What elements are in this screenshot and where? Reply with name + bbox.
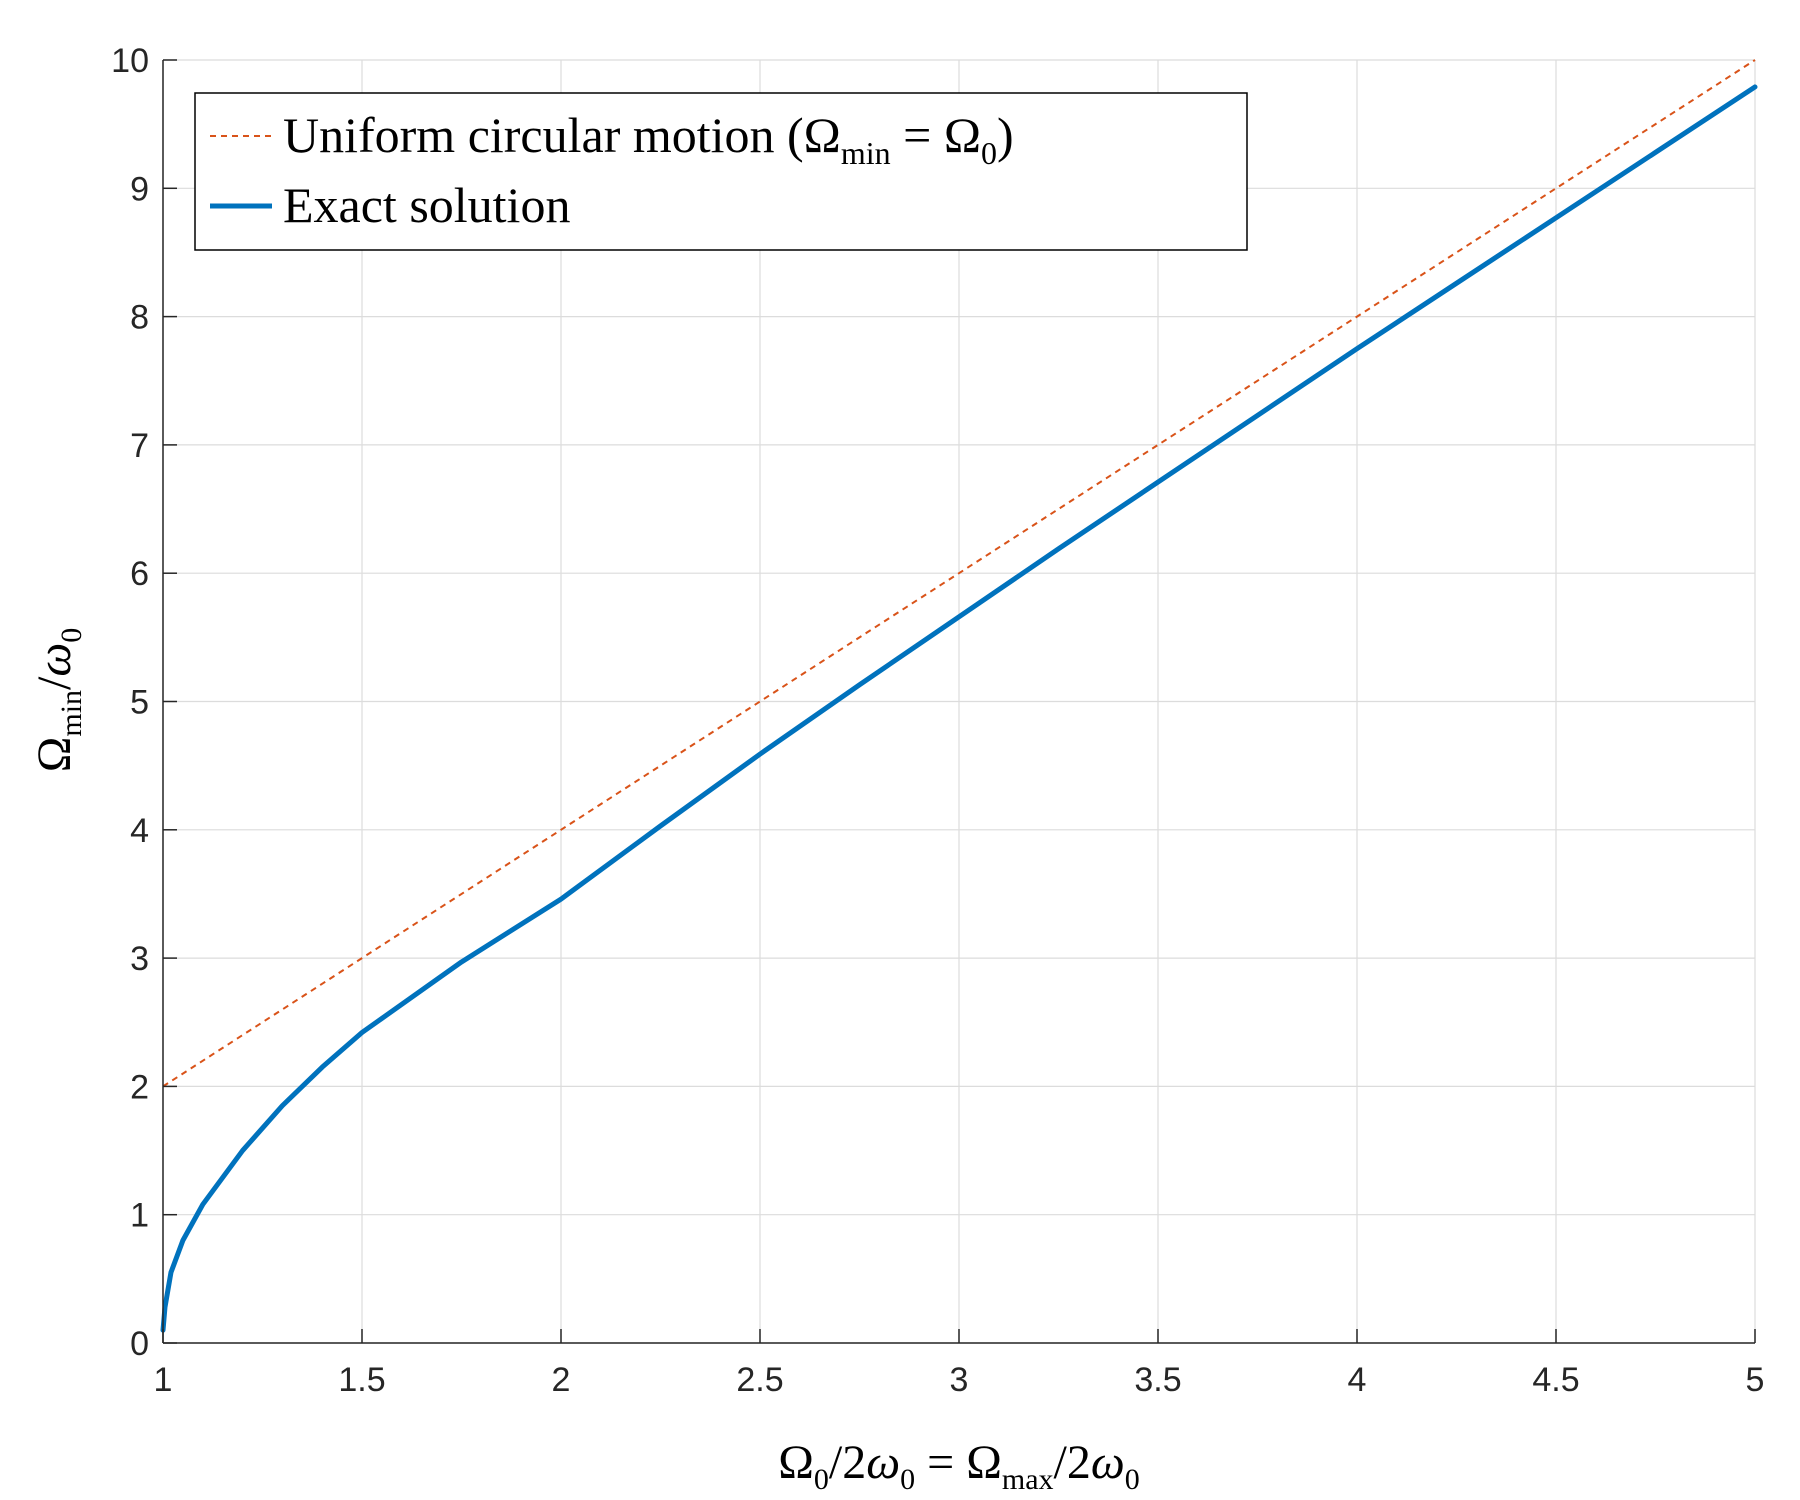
- x-tick-label: 2.5: [736, 1361, 783, 1399]
- y-tick-label: 6: [130, 555, 149, 593]
- x-tick-label: 3: [950, 1361, 969, 1399]
- y-tick-label: 4: [130, 812, 149, 850]
- series-line-uniform-circular-motion: [162, 59, 1756, 1088]
- series-line-exact-solution: [160, 84, 1758, 1333]
- axes: [162, 59, 1756, 1344]
- x-tick-label: 4: [1348, 1361, 1367, 1399]
- y-tick-label: 2: [130, 1068, 149, 1106]
- y-axis-title: Ωmin/ω0: [28, 628, 88, 773]
- y-tick-label: 5: [130, 684, 149, 722]
- x-tick-label: 5: [1746, 1361, 1765, 1399]
- x-tick-label: 1.5: [338, 1361, 385, 1399]
- x-tick-label: 3.5: [1134, 1361, 1181, 1399]
- legend-box: [194, 92, 1248, 251]
- series-layer: [160, 59, 1758, 1333]
- legend: Uniform circular motion (Ωmin = Ω0) Exac…: [194, 92, 1248, 251]
- x-tick-label: 1: [154, 1361, 173, 1399]
- legend-label-uniform: Uniform circular motion (Ωmin = Ω0): [283, 107, 1014, 171]
- y-tick-label: 8: [130, 299, 149, 337]
- y-tick-label: 10: [111, 42, 149, 80]
- y-tick-label: 9: [130, 170, 149, 208]
- legend-label-exact: Exact solution: [283, 177, 570, 233]
- x-tick-label: 2: [552, 1361, 571, 1399]
- y-tick-label: 0: [130, 1325, 149, 1363]
- y-tick-label: 1: [130, 1197, 149, 1235]
- y-tick-label: 3: [130, 940, 149, 978]
- x-tick-label: 4.5: [1532, 1361, 1579, 1399]
- y-tick-label: 7: [130, 427, 149, 465]
- x-axis-title: Ω0/2ω0 = Ωmax/2ω0: [778, 1436, 1140, 1496]
